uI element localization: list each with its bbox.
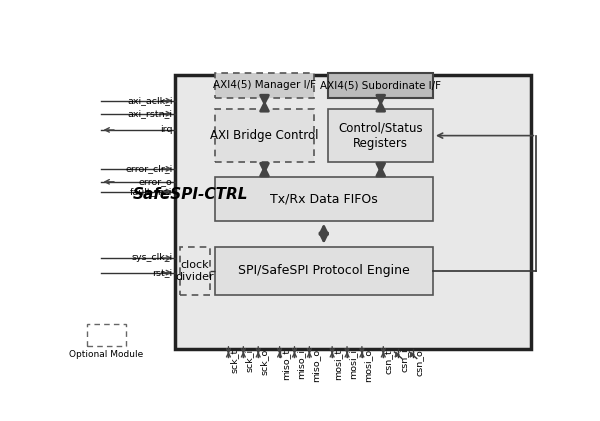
Text: Tx/Rx Data FIFOs: Tx/Rx Data FIFOs <box>270 192 377 205</box>
Bar <box>175 75 531 349</box>
Text: Optional Module: Optional Module <box>70 350 144 360</box>
Text: fault_in_i: fault_in_i <box>130 187 173 196</box>
Bar <box>215 73 314 98</box>
Text: axi_aclk_i: axi_aclk_i <box>127 96 173 105</box>
Text: rst_i: rst_i <box>152 268 173 277</box>
Text: sys_clk_i: sys_clk_i <box>131 253 173 262</box>
Text: Control/Status
Registers: Control/Status Registers <box>338 122 423 149</box>
Text: clock
divider: clock divider <box>175 260 214 282</box>
Text: miso_i: miso_i <box>296 349 305 379</box>
Text: mosi_t: mosi_t <box>334 349 343 380</box>
Text: AXI4(5) Manager I/F: AXI4(5) Manager I/F <box>213 80 316 91</box>
Text: miso_t: miso_t <box>281 349 290 380</box>
Text: sck_t: sck_t <box>230 349 239 373</box>
Text: AXI Bridge Control: AXI Bridge Control <box>210 129 319 142</box>
Text: SPI/SafeSPI Protocol Engine: SPI/SafeSPI Protocol Engine <box>238 264 410 277</box>
Text: miso_o: miso_o <box>311 349 320 382</box>
Text: AXI4(5) Subordinate I/F: AXI4(5) Subordinate I/F <box>320 80 441 91</box>
Text: irq: irq <box>160 125 173 134</box>
Text: axi_rstn_i: axi_rstn_i <box>128 109 173 118</box>
Bar <box>328 73 433 98</box>
Bar <box>328 109 433 163</box>
Bar <box>215 177 433 221</box>
Bar <box>215 109 314 163</box>
Text: mosi_i: mosi_i <box>349 349 358 379</box>
Bar <box>86 325 126 346</box>
Text: csn_t: csn_t <box>385 349 394 373</box>
Bar <box>179 247 210 295</box>
Bar <box>215 247 433 295</box>
Text: SafeSPI-CTRL: SafeSPI-CTRL <box>133 187 248 202</box>
Text: mosi_o: mosi_o <box>364 349 372 382</box>
Text: sck_o: sck_o <box>260 349 269 375</box>
Text: error_clr_i: error_clr_i <box>125 164 173 173</box>
Text: csn_i: csn_i <box>400 349 409 373</box>
Text: error_o: error_o <box>139 177 173 187</box>
Text: csn_o: csn_o <box>415 349 424 376</box>
Text: sck_i: sck_i <box>245 349 254 372</box>
